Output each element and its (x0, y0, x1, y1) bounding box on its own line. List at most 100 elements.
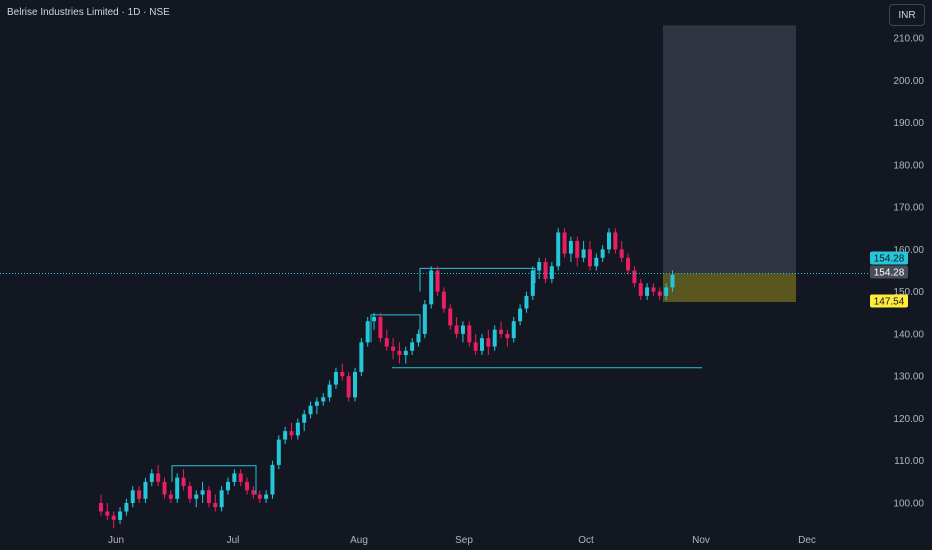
y-tick-label: 130.00 (893, 372, 924, 383)
candle-body (575, 240, 580, 258)
candle-body (403, 350, 408, 356)
candle-body (308, 405, 313, 415)
candle-body (333, 371, 338, 385)
x-tick-label: Aug (350, 535, 368, 546)
candle-body (562, 232, 567, 254)
price-tags: 154.28 154.28 147.54 (870, 251, 908, 308)
candle-body (492, 329, 497, 347)
candle-body (353, 371, 357, 398)
last-price-tag: 154.28 (874, 254, 905, 265)
candle-body (391, 346, 396, 351)
chart-title: Belrise Industries Limited · 1D · NSE (7, 7, 170, 18)
candle-body (130, 490, 135, 503)
candle-body (372, 316, 377, 322)
candle-body (162, 481, 167, 495)
x-tick-label: Oct (578, 535, 594, 546)
candle-body (340, 371, 345, 377)
y-tick-label: 150.00 (893, 287, 924, 298)
candle-body (664, 287, 669, 296)
candle-body (143, 481, 148, 499)
candle-body (581, 249, 586, 258)
x-tick-label: Dec (798, 535, 816, 546)
candle-body (543, 262, 548, 279)
position-stop-zone[interactable] (663, 273, 796, 303)
candle-body (245, 481, 250, 491)
candle-body (314, 401, 319, 406)
candle-body (397, 350, 402, 356)
currency-button[interactable]: INR (889, 4, 925, 26)
candle-body (187, 486, 192, 499)
candle-body (283, 431, 288, 440)
candle-body (530, 270, 535, 296)
y-tick-label: 160.00 (893, 245, 924, 256)
candle-body (524, 295, 529, 309)
candle-body (416, 333, 421, 343)
y-tick-label: 170.00 (893, 203, 924, 214)
candle-body (619, 249, 624, 258)
candle-body (480, 338, 484, 351)
candle-body (410, 342, 415, 351)
candle-body (594, 257, 599, 267)
candle-body (232, 473, 237, 482)
candle-body (226, 481, 230, 491)
candle-body (486, 338, 491, 347)
x-tick-label: Jun (108, 535, 124, 546)
candle-body (626, 257, 631, 271)
y-tick-label: 210.00 (893, 33, 924, 44)
candle-body (460, 325, 465, 334)
position-target-zone[interactable] (663, 25, 796, 274)
candle-body (168, 494, 173, 499)
candle-body (346, 376, 351, 398)
stop-price-tag-box (870, 294, 908, 308)
candle-body (365, 321, 370, 343)
candle-body (181, 477, 186, 487)
resistance-line (419, 267, 536, 292)
candle-body (670, 274, 675, 288)
last-price-tag-box (870, 251, 908, 265)
candle-body (435, 270, 440, 292)
candle-body (111, 515, 116, 520)
candle-body (467, 325, 472, 343)
candle-body (499, 329, 504, 334)
candle-body (219, 490, 224, 508)
x-tick-label: Sep (455, 535, 473, 546)
annotation-lines (171, 267, 702, 495)
candle-body (505, 333, 510, 339)
candle-body (213, 503, 218, 508)
candle-body (657, 291, 662, 296)
y-axis[interactable]: 210.00 200.00 190.00 180.00 170.00 160.00 150.… (893, 33, 924, 509)
candle-body (276, 439, 281, 465)
candle-body (99, 503, 103, 512)
y-tick-label: 180.00 (893, 160, 924, 171)
stop-zone-rect (663, 273, 796, 303)
y-tick-label: 190.00 (893, 118, 924, 129)
candle-body (206, 490, 211, 503)
x-tick-label: Jul (227, 535, 240, 546)
x-axis[interactable]: Jun Jul Aug Sep Oct Nov Dec (108, 535, 816, 546)
candle-body (568, 240, 573, 254)
candle-body (359, 342, 364, 372)
target-zone-rect (663, 25, 796, 274)
candle-body (651, 287, 656, 292)
candle-body (289, 431, 294, 436)
entry-price-tag-box (870, 265, 908, 279)
candle-body (156, 473, 161, 482)
candle-body (632, 270, 637, 284)
candle-body (441, 291, 446, 309)
candle-body (511, 321, 516, 339)
y-tick-label: 140.00 (893, 329, 924, 340)
stop-price-tag: 147.54 (874, 297, 905, 308)
candle-body (600, 249, 605, 258)
candles (99, 228, 675, 529)
y-tick-label: 120.00 (893, 414, 924, 425)
candle-body (638, 283, 643, 296)
candle-body (327, 384, 332, 398)
candle-body (378, 316, 383, 339)
candle-body (422, 304, 427, 334)
candle-body (118, 511, 123, 520)
entry-price-tag: 154.28 (874, 268, 905, 279)
candle-body (607, 232, 611, 250)
candle-body (137, 490, 142, 499)
candle-body (175, 477, 180, 499)
